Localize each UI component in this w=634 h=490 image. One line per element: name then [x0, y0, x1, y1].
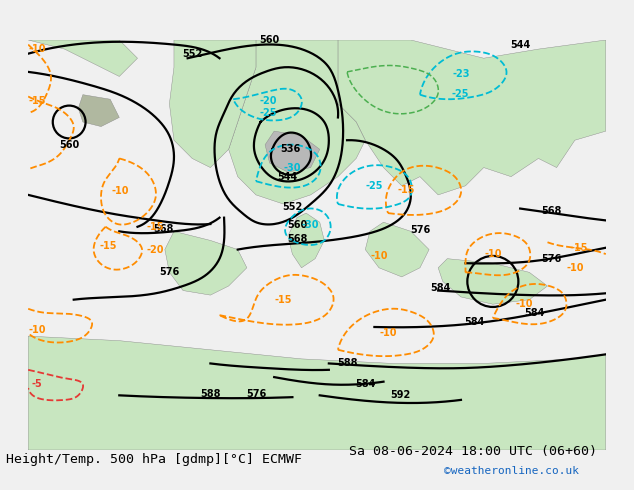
Text: Sa 08-06-2024 18:00 UTC (06+60): Sa 08-06-2024 18:00 UTC (06+60)	[349, 445, 597, 458]
Text: 552: 552	[182, 49, 202, 59]
Text: -30: -30	[283, 163, 301, 172]
Polygon shape	[169, 40, 256, 168]
Text: ©weatheronline.co.uk: ©weatheronline.co.uk	[444, 466, 579, 476]
Text: -15: -15	[398, 185, 415, 196]
Polygon shape	[365, 222, 429, 277]
Text: 560: 560	[59, 140, 79, 150]
Text: -10: -10	[379, 328, 397, 339]
Text: -5: -5	[32, 379, 42, 390]
Text: -25: -25	[366, 181, 383, 191]
Text: -10: -10	[516, 299, 533, 309]
Polygon shape	[265, 131, 320, 172]
Polygon shape	[28, 40, 138, 76]
Text: 584: 584	[524, 308, 545, 318]
Text: -10: -10	[112, 186, 129, 196]
Text: 592: 592	[390, 391, 410, 400]
Polygon shape	[28, 336, 606, 450]
Polygon shape	[338, 40, 606, 195]
Text: -10: -10	[29, 44, 46, 54]
Text: 576: 576	[410, 224, 430, 235]
Text: 568: 568	[287, 234, 307, 244]
Text: -30: -30	[302, 220, 320, 230]
Text: -10: -10	[370, 251, 388, 261]
Text: 560: 560	[287, 220, 307, 230]
Text: 588: 588	[200, 389, 221, 398]
Text: -10: -10	[29, 325, 46, 335]
Polygon shape	[229, 40, 365, 204]
Polygon shape	[288, 213, 324, 268]
Text: -23: -23	[452, 69, 470, 79]
Polygon shape	[165, 231, 247, 295]
Text: 552: 552	[282, 202, 302, 212]
Text: -15: -15	[275, 294, 292, 305]
Text: -10: -10	[566, 263, 583, 273]
Text: -20: -20	[259, 96, 276, 106]
Text: 544: 544	[510, 40, 530, 49]
Text: -10: -10	[484, 249, 501, 259]
Text: 576: 576	[541, 254, 561, 264]
Text: 568: 568	[541, 206, 561, 216]
Text: 568: 568	[153, 223, 173, 234]
Text: -20: -20	[147, 245, 164, 255]
Text: 576: 576	[246, 389, 266, 398]
Text: -25: -25	[259, 108, 276, 118]
Text: -15: -15	[100, 241, 117, 251]
Text: -15: -15	[29, 96, 46, 106]
Text: -15: -15	[571, 243, 588, 253]
Text: 544: 544	[278, 172, 298, 182]
Text: 584: 584	[465, 318, 485, 327]
Text: 536: 536	[280, 145, 301, 154]
Text: 560: 560	[259, 35, 280, 45]
Text: Height/Temp. 500 hPa [gdmp][°C] ECMWF: Height/Temp. 500 hPa [gdmp][°C] ECMWF	[6, 453, 302, 466]
Text: -15: -15	[147, 222, 164, 232]
Polygon shape	[78, 95, 119, 126]
Text: 588: 588	[337, 359, 358, 368]
Polygon shape	[438, 259, 548, 304]
Text: 584: 584	[355, 379, 375, 390]
Text: 584: 584	[430, 283, 450, 293]
Text: -25: -25	[451, 89, 469, 99]
Text: 576: 576	[159, 268, 179, 277]
